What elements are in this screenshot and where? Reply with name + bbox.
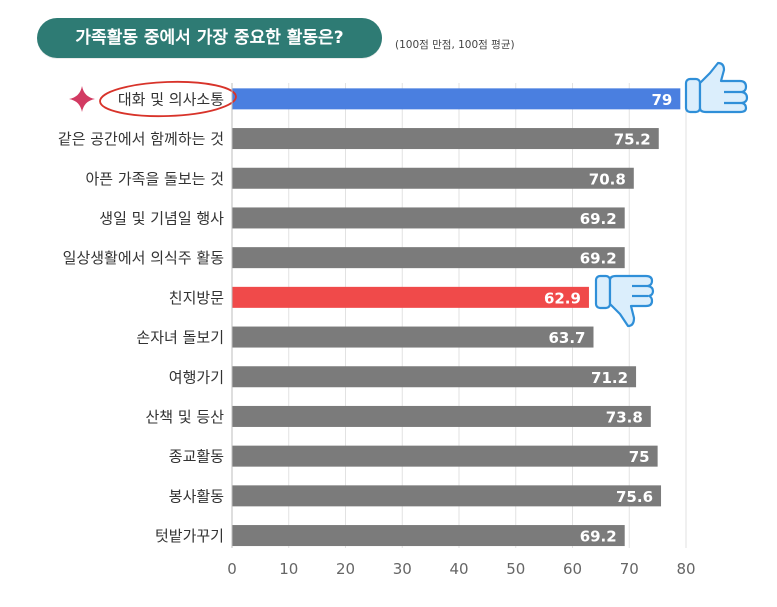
bar bbox=[232, 88, 681, 110]
decorations bbox=[69, 61, 749, 328]
value-label: 75.6 bbox=[616, 488, 653, 506]
x-tick-label: 20 bbox=[336, 560, 355, 578]
value-label: 69.2 bbox=[580, 528, 617, 546]
value-label: 63.7 bbox=[548, 329, 585, 347]
value-label: 75.2 bbox=[614, 131, 651, 149]
x-tick-label: 70 bbox=[620, 560, 639, 578]
thumbs-down-icon bbox=[594, 274, 655, 328]
x-tick-label: 30 bbox=[393, 560, 412, 578]
x-tick-label: 10 bbox=[279, 560, 298, 578]
x-tick-label: 40 bbox=[449, 560, 468, 578]
bar bbox=[232, 286, 589, 308]
category-label: 여행가기 bbox=[169, 368, 224, 386]
bar bbox=[232, 167, 634, 189]
bar bbox=[232, 207, 625, 229]
value-label: 71.2 bbox=[591, 369, 628, 387]
bar bbox=[232, 405, 651, 427]
category-label: 손자녀 돌보기 bbox=[136, 329, 224, 347]
category-label: 아픈 가족을 돌보는 것 bbox=[85, 170, 224, 188]
category-label: 봉사활동 bbox=[169, 487, 224, 505]
bar bbox=[232, 366, 637, 388]
value-label: 62.9 bbox=[544, 289, 581, 307]
bars: 대화 및 의사소통 79 같은 공간에서 함께하는 것 75.2 아픈 가족을 돌보는 … bbox=[58, 88, 681, 547]
chart-note: (100점 만점, 100점 평균) bbox=[395, 39, 515, 51]
value-label: 75 bbox=[629, 448, 650, 466]
highlight-circle bbox=[99, 80, 237, 118]
bar bbox=[232, 128, 659, 150]
x-axis: 0 10 20 30 40 50 60 70 80 bbox=[227, 83, 696, 578]
bar bbox=[232, 247, 625, 269]
category-label: 대화 및 의사소통 bbox=[118, 90, 224, 108]
value-label: 69.2 bbox=[580, 250, 617, 268]
value-label: 69.2 bbox=[580, 210, 617, 228]
bar bbox=[232, 326, 594, 348]
x-tick-label: 0 bbox=[227, 560, 237, 578]
x-tick-label: 60 bbox=[563, 560, 582, 578]
bar bbox=[232, 525, 625, 547]
sparkle-star-icon bbox=[69, 86, 95, 112]
value-label: 70.8 bbox=[589, 170, 626, 188]
x-tick-label: 50 bbox=[506, 560, 525, 578]
x-tick-label: 80 bbox=[676, 560, 695, 578]
category-label: 일상생활에서 의식주 활동 bbox=[63, 249, 225, 267]
value-label: 73.8 bbox=[606, 408, 643, 426]
value-label: 79 bbox=[651, 91, 672, 109]
category-label: 같은 공간에서 함께하는 것 bbox=[58, 130, 224, 148]
category-label: 텃밭가꾸기 bbox=[155, 527, 224, 545]
bar bbox=[232, 485, 662, 507]
category-label: 종교활동 bbox=[169, 448, 224, 466]
category-label: 산책 및 등산 bbox=[145, 408, 224, 426]
chart-title: 가족활동 중에서 가장 중요한 활동은? bbox=[37, 18, 382, 58]
category-label: 생일 및 기념일 행사 bbox=[99, 209, 224, 227]
thumbs-up-icon bbox=[684, 61, 749, 114]
grid-lines bbox=[231, 83, 687, 548]
category-label: 친지방문 bbox=[169, 289, 224, 307]
bar bbox=[232, 445, 658, 467]
